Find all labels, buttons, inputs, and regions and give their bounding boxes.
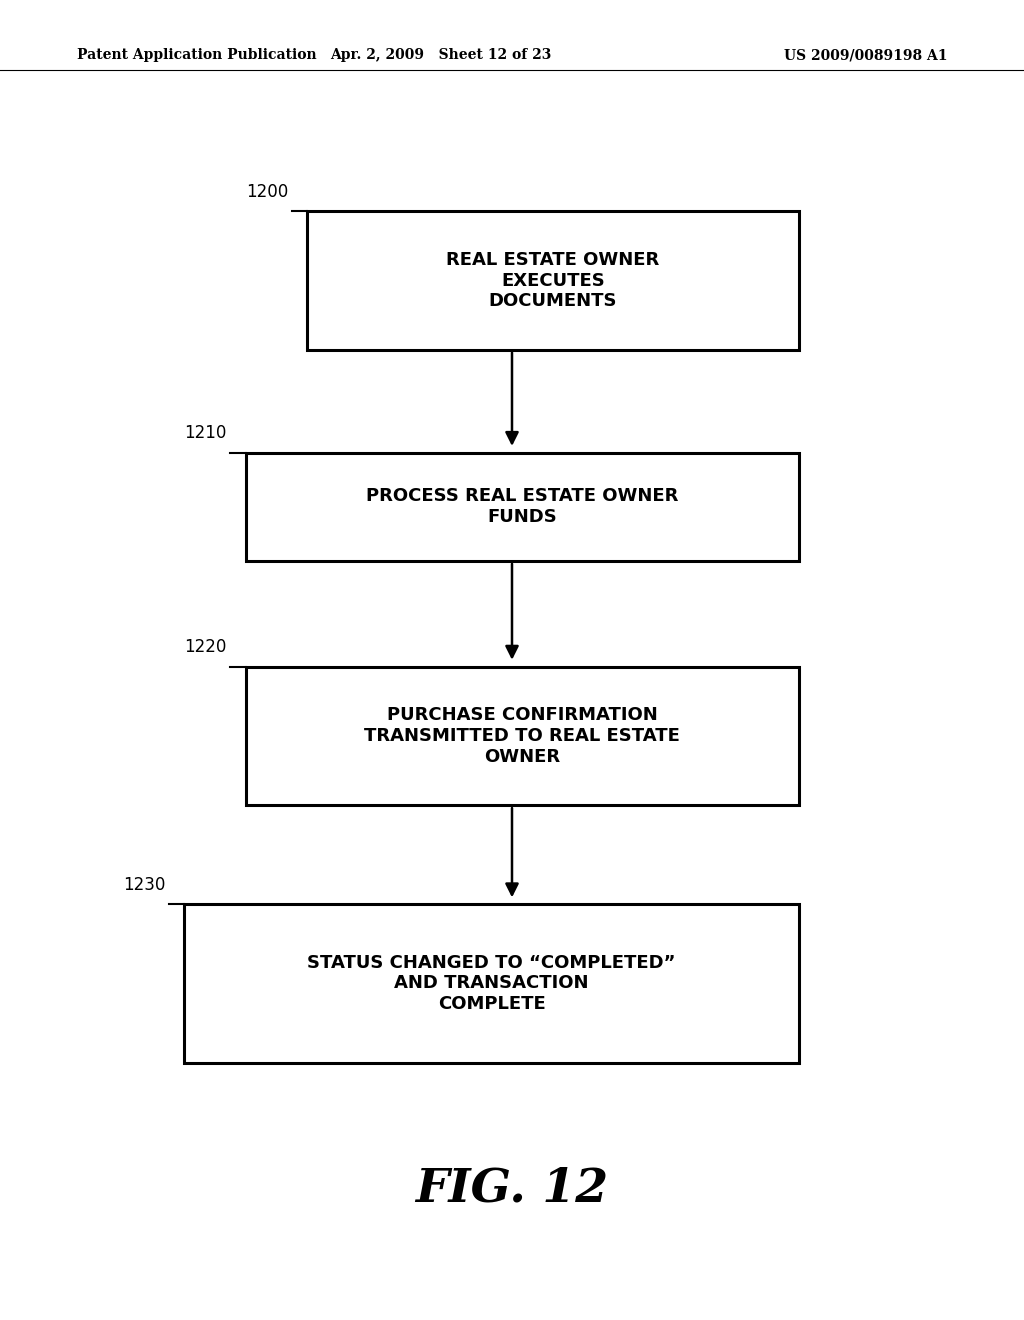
Text: Apr. 2, 2009   Sheet 12 of 23: Apr. 2, 2009 Sheet 12 of 23 [330, 49, 551, 62]
Bar [246, 667, 799, 805]
Text: 1230: 1230 [123, 875, 165, 894]
Text: PROCESS REAL ESTATE OWNER
FUNDS: PROCESS REAL ESTATE OWNER FUNDS [366, 487, 679, 527]
Bar [307, 211, 799, 350]
Bar [246, 453, 799, 561]
Text: 1220: 1220 [184, 638, 226, 656]
Text: STATUS CHANGED TO “COMPLETED”
AND TRANSACTION
COMPLETE: STATUS CHANGED TO “COMPLETED” AND TRANSA… [307, 953, 676, 1014]
Text: Patent Application Publication: Patent Application Publication [77, 49, 316, 62]
Text: PURCHASE CONFIRMATION
TRANSMITTED TO REAL ESTATE
OWNER: PURCHASE CONFIRMATION TRANSMITTED TO REA… [365, 706, 680, 766]
Text: FIG. 12: FIG. 12 [416, 1166, 608, 1210]
Text: REAL ESTATE OWNER
EXECUTES
DOCUMENTS: REAL ESTATE OWNER EXECUTES DOCUMENTS [446, 251, 659, 310]
Bar [184, 904, 799, 1063]
Text: 1210: 1210 [184, 424, 226, 442]
Text: US 2009/0089198 A1: US 2009/0089198 A1 [783, 49, 947, 62]
Text: 1200: 1200 [246, 182, 288, 201]
